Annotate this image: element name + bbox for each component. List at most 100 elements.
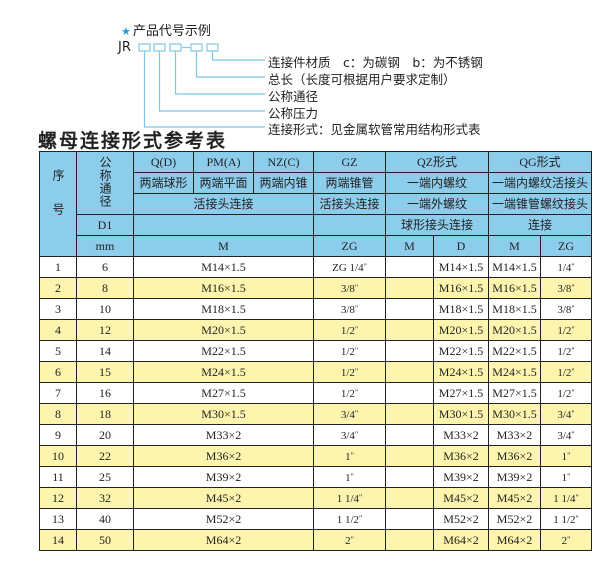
example-title: ★ 产品代号示例 bbox=[121, 20, 211, 39]
thread-size-value: 1/2 bbox=[340, 387, 355, 400]
table-row: 12 32 M45×2 1 1/4" M45×2 M45×2 1 1/4" bbox=[39, 487, 592, 509]
header-blank bbox=[133, 214, 314, 236]
header-conn: 一端锥管螺纹接头 bbox=[488, 193, 592, 215]
inch-mark: " bbox=[359, 492, 363, 502]
thread-size-value: 3/8 bbox=[557, 282, 572, 295]
code-box-2 bbox=[153, 43, 166, 52]
table-heading: 螺母连接形式参考表 bbox=[38, 130, 228, 152]
table-row: 7 16 M27×1.5 1/2" M27×1.5 M27×1.5 1/2" bbox=[39, 382, 592, 404]
inch-mark: " bbox=[571, 345, 575, 355]
cell-qg-zg: 3/4" bbox=[540, 403, 592, 425]
inch-mark: " bbox=[575, 513, 579, 523]
thread-size-value: 1/2 bbox=[557, 366, 572, 379]
cell-qg-zg: 1 1/4" bbox=[540, 487, 592, 509]
label-length: 总长（长度可根据用户要求定制） bbox=[268, 72, 456, 87]
cell-qz-m bbox=[385, 487, 434, 509]
cell-gz-zg: 1" bbox=[313, 466, 386, 488]
cell-m: M52×2 bbox=[133, 508, 314, 530]
leader-line-pressure bbox=[158, 51, 265, 112]
header-col-qz-m: M bbox=[385, 235, 434, 257]
table-body: 1 6 M14×1.5 ZG 1/4" M14×1.5 M14×1.5 1/4" 2 8 M16×… bbox=[39, 256, 592, 551]
cell-qz-d: M36×2 bbox=[433, 445, 489, 467]
thread-size-value: 1/2 bbox=[340, 366, 355, 379]
thread-size-value: 3/8 bbox=[340, 282, 355, 295]
cell-qz-m bbox=[385, 319, 434, 341]
inch-mark: " bbox=[354, 324, 359, 334]
inch-mark: " bbox=[567, 450, 571, 460]
inch-mark: " bbox=[354, 387, 359, 397]
cell-gz-zg: 3/4" bbox=[313, 403, 386, 425]
thread-size-value: 1/2 bbox=[557, 324, 572, 337]
thread-size-value: 3/4 bbox=[557, 429, 572, 442]
inch-mark: " bbox=[350, 450, 354, 460]
header-code: NZ(C) bbox=[253, 151, 314, 173]
cell-dn: 8 bbox=[76, 277, 134, 299]
cell-gz-zg: 3/8" bbox=[313, 298, 386, 320]
inch-mark: " bbox=[354, 282, 359, 292]
thread-size-value: 1 1/2 bbox=[336, 513, 360, 526]
thread-size-value: 1 1/2 bbox=[553, 513, 576, 526]
cell-qz-d: M33×2 bbox=[433, 424, 489, 446]
cell-m: M33×2 bbox=[133, 424, 314, 446]
header-end: 一端内螺纹活接头 bbox=[488, 172, 592, 194]
thread-size-value: 1/2 bbox=[340, 345, 355, 358]
leader-line-diameter bbox=[174, 51, 265, 95]
thread-size-value: 1/2 bbox=[557, 345, 572, 358]
cell-dn: 16 bbox=[76, 382, 134, 404]
cell-qz-m bbox=[385, 403, 434, 425]
header-code: Q(D) bbox=[133, 151, 194, 173]
cell-dn: 25 bbox=[76, 466, 134, 488]
cell-qg-zg: 2" bbox=[540, 529, 592, 551]
cell-gz-zg: 2" bbox=[313, 529, 386, 551]
cell-qg-m: M20×1.5 bbox=[488, 319, 541, 341]
header-code: QZ形式 bbox=[385, 151, 489, 173]
cell-qz-m bbox=[385, 361, 434, 383]
cell-m: M20×1.5 bbox=[133, 319, 314, 341]
header-end: 两端锥管 bbox=[313, 172, 386, 194]
cell-qg-m: M16×1.5 bbox=[488, 277, 541, 299]
nut-connection-table: 序号 公称通径 Q(D) PM(A) NZ(C) GZ QZ形式 QG形式 两端… bbox=[39, 151, 592, 551]
cell-m: M45×2 bbox=[133, 487, 314, 509]
cell-m: M22×1.5 bbox=[133, 340, 314, 362]
cell-qz-m bbox=[385, 340, 434, 362]
header-conn: 活接头连接 bbox=[313, 193, 386, 215]
table-row: 5 14 M22×1.5 1/2" M22×1.5 M22×1.5 1/2" bbox=[39, 340, 592, 362]
thread-size-value: 1 bbox=[345, 471, 351, 484]
inch-mark: " bbox=[571, 261, 575, 271]
header-col-qg-m: M bbox=[488, 235, 541, 257]
cell-seq: 9 bbox=[39, 424, 77, 446]
cell-m: M27×1.5 bbox=[133, 382, 314, 404]
cell-qg-m: M52×2 bbox=[488, 508, 541, 530]
header-col-qz-d: D bbox=[433, 235, 489, 257]
label-nominal-diameter: 公称通径 bbox=[268, 89, 319, 104]
inch-mark: " bbox=[359, 513, 363, 523]
cell-seq: 1 bbox=[39, 256, 77, 278]
inch-mark: " bbox=[571, 366, 575, 376]
header-code: QG形式 bbox=[488, 151, 592, 173]
leader-line-material bbox=[211, 51, 265, 61]
table-row: 1 6 M14×1.5 ZG 1/4" M14×1.5 M14×1.5 1/4" bbox=[39, 256, 592, 278]
cell-m: M24×1.5 bbox=[133, 361, 314, 383]
inch-mark: " bbox=[350, 471, 354, 481]
header-col-qg-zg: ZG bbox=[540, 235, 592, 257]
cell-qz-d: M45×2 bbox=[433, 487, 489, 509]
cell-seq: 7 bbox=[39, 382, 77, 404]
header-code: PM(A) bbox=[193, 151, 254, 173]
cell-qg-m: M27×1.5 bbox=[488, 382, 541, 404]
inch-mark: " bbox=[363, 261, 367, 271]
cell-qg-zg: 1/2" bbox=[540, 361, 592, 383]
cell-m: M14×1.5 bbox=[133, 256, 314, 278]
cell-dn: 10 bbox=[76, 298, 134, 320]
cell-seq: 4 bbox=[39, 319, 77, 341]
header-end: 一端内螺纹 bbox=[385, 172, 489, 194]
cell-gz-zg: 1/2" bbox=[313, 382, 386, 404]
cell-gz-zg: 1 1/2" bbox=[313, 508, 386, 530]
inch-mark: " bbox=[354, 408, 359, 418]
cell-gz-zg: 3/4" bbox=[313, 424, 386, 446]
cell-qg-m: M33×2 bbox=[488, 424, 541, 446]
table-row: 14 50 M64×2 2" M64×2 M64×2 2" bbox=[39, 529, 592, 551]
cell-dn: 18 bbox=[76, 403, 134, 425]
header-seq: 序号 bbox=[39, 151, 77, 257]
cell-qg-zg: 1/2" bbox=[540, 319, 592, 341]
thread-size-value: 3/8 bbox=[340, 303, 355, 316]
